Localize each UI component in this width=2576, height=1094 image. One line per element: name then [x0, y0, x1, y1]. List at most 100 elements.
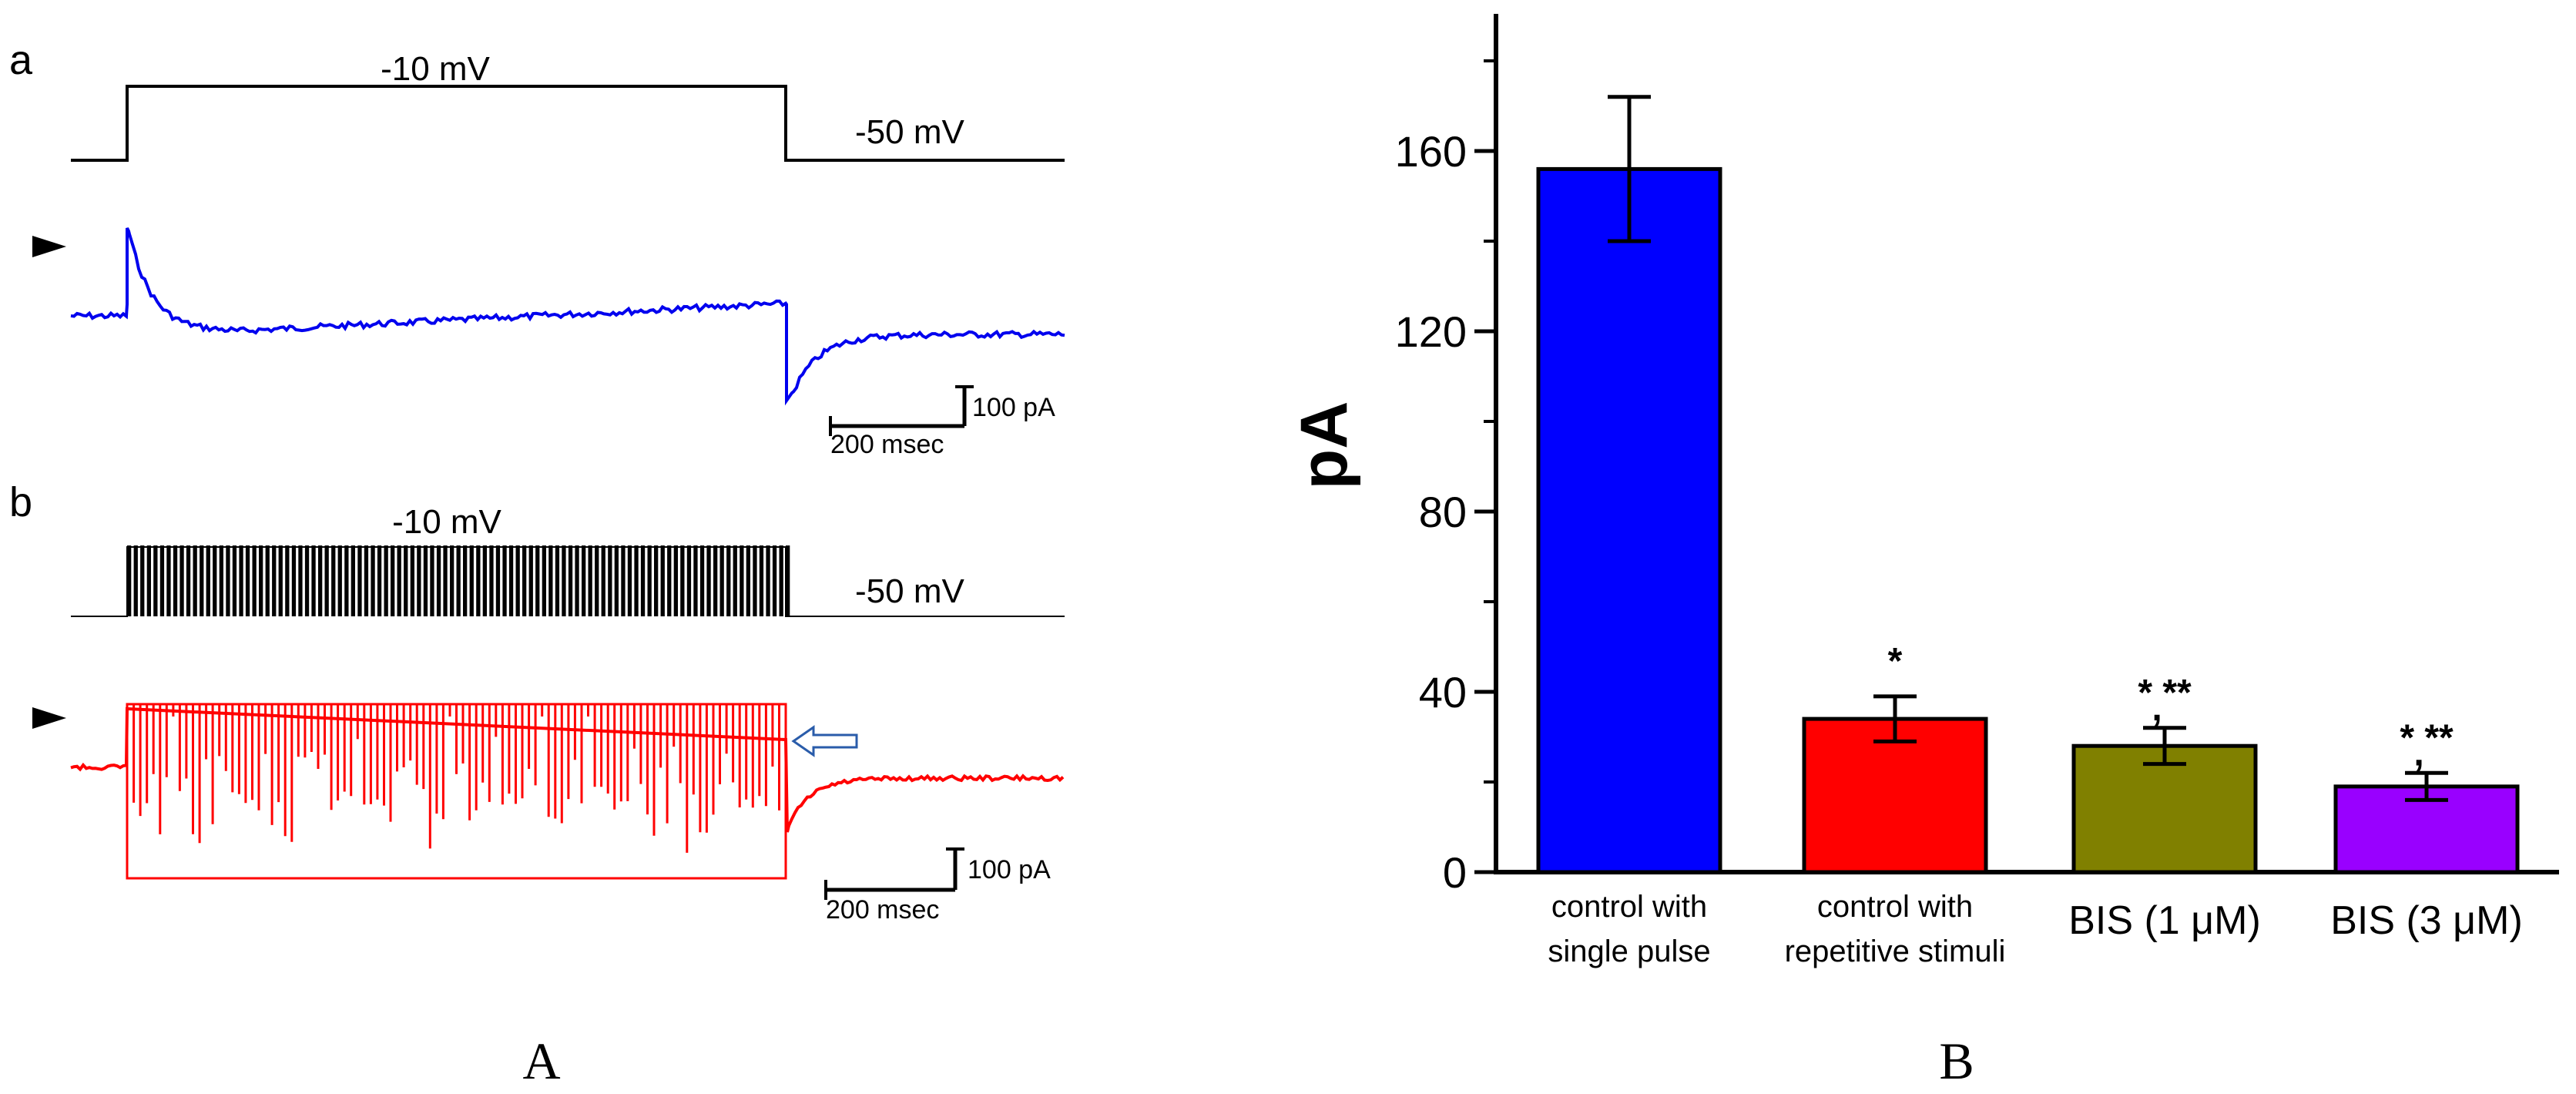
voltage-pulse — [133, 545, 138, 616]
voltage-pulse — [476, 545, 481, 616]
y-tick-label: 160 — [1395, 127, 1467, 176]
panel-b-baseline-marker — [32, 707, 66, 729]
voltage-pulse — [146, 545, 151, 616]
significance-marker: * — [1888, 641, 1903, 682]
voltage-pulse — [746, 545, 750, 616]
voltage-pulse — [627, 545, 632, 616]
voltage-pulse — [159, 545, 165, 616]
voltage-pulse — [278, 545, 283, 616]
voltage-pulse — [766, 545, 770, 616]
voltage-pulse — [436, 545, 441, 616]
voltage-pulse — [634, 545, 639, 616]
voltage-pulse — [588, 545, 592, 616]
voltage-pulse — [226, 545, 230, 616]
voltage-pulse — [206, 545, 210, 616]
voltage-pulse — [463, 545, 468, 616]
panel-a-letter: a — [9, 37, 33, 83]
voltage-pulse — [555, 545, 560, 616]
voltage-pulse — [595, 545, 599, 616]
voltage-pulse — [482, 545, 487, 616]
voltage-pulse — [200, 545, 204, 616]
bar — [1802, 716, 1988, 874]
voltage-pulse — [542, 545, 546, 616]
voltage-pulse — [371, 545, 375, 616]
voltage-pulse — [667, 545, 672, 616]
voltage-pulse — [127, 545, 132, 616]
voltage-pulse — [430, 545, 434, 616]
panel-b-current-trace — [70, 706, 1065, 833]
voltage-pulse — [759, 545, 764, 616]
voltage-pulse — [621, 545, 626, 616]
voltage-pulse — [245, 545, 250, 616]
panel-a-step-voltage: -10 mV — [381, 50, 490, 88]
x-tick-label: control with — [1551, 890, 1707, 924]
panel-b-open-arrow — [791, 725, 858, 757]
voltage-pulse — [259, 545, 263, 616]
voltage-pulse — [753, 545, 757, 616]
voltage-pulse — [331, 545, 336, 616]
voltage-pulse — [502, 545, 507, 616]
voltage-pulse — [608, 545, 612, 616]
voltage-pulse — [693, 545, 698, 616]
panel-a-voltage-protocol — [71, 85, 1065, 162]
x-tick-label: repetitive stimuli — [1785, 935, 2006, 968]
y-axis-label: pA — [1287, 401, 1361, 490]
caption-b: B — [1939, 1032, 1974, 1090]
bars: ** **,* **, — [1536, 95, 2520, 874]
panel-b-holding-voltage: -50 mV — [855, 572, 964, 610]
voltage-pulse — [364, 545, 369, 616]
voltage-pulse — [239, 545, 243, 616]
voltage-pulse — [568, 545, 573, 616]
panel-b-traces: b -10 mV -50 mV 100 pA 200 msec — [9, 479, 1065, 925]
panel-b-step-voltage: -10 mV — [392, 503, 501, 541]
voltage-pulse — [344, 545, 349, 616]
voltage-pulse — [456, 545, 461, 616]
voltage-pulse — [706, 545, 711, 616]
voltage-pulse — [450, 545, 454, 616]
voltage-pulse — [575, 545, 579, 616]
significance-comma: , — [2152, 688, 2162, 729]
voltage-pulse — [351, 545, 355, 616]
voltage-pulse — [179, 545, 184, 616]
voltage-pulse — [582, 545, 586, 616]
panel-b-scale-time-label: 200 msec — [826, 895, 939, 925]
panel-a-scale-time-label: 200 msec — [830, 430, 944, 459]
voltage-pulse — [324, 545, 329, 616]
x-tick-label: single pulse — [1548, 935, 1710, 968]
y-tick-label: 0 — [1443, 848, 1467, 897]
voltage-pulse — [140, 545, 145, 616]
voltage-pulse — [522, 545, 527, 616]
voltage-pulse — [423, 545, 428, 616]
y-tick-label: 40 — [1419, 668, 1467, 716]
voltage-pulse — [614, 545, 619, 616]
x-tick-label: BIS (3 μM) — [2330, 898, 2523, 943]
voltage-pulse — [443, 545, 448, 616]
voltage-pulse — [699, 545, 705, 616]
panel-a-holding-voltage: -50 mV — [855, 113, 964, 151]
voltage-pulse — [252, 545, 257, 616]
x-tick-label: control with — [1817, 890, 1973, 924]
voltage-pulse — [186, 545, 191, 616]
voltage-pulse — [713, 545, 718, 616]
voltage-pulse — [404, 545, 408, 616]
voltage-pulse — [213, 545, 217, 616]
panel-b-current-oscillations — [126, 703, 787, 880]
voltage-pulse — [495, 545, 501, 616]
voltage-pulse — [535, 545, 540, 616]
significance-marker: * ** — [2138, 673, 2192, 713]
voltage-pulse — [391, 545, 395, 616]
voltage-pulse — [417, 545, 421, 616]
voltage-pulse — [601, 545, 605, 616]
voltage-pulse — [410, 545, 414, 616]
panel-a-current-trace — [70, 227, 1065, 406]
voltage-pulse — [311, 545, 316, 616]
voltage-pulse — [528, 545, 533, 616]
voltage-pulse — [740, 545, 744, 616]
voltage-pulse — [686, 545, 692, 616]
voltage-pulse — [298, 545, 303, 616]
significance-comma: , — [2413, 733, 2423, 774]
voltage-pulse — [173, 545, 178, 616]
voltage-pulse — [384, 545, 388, 616]
